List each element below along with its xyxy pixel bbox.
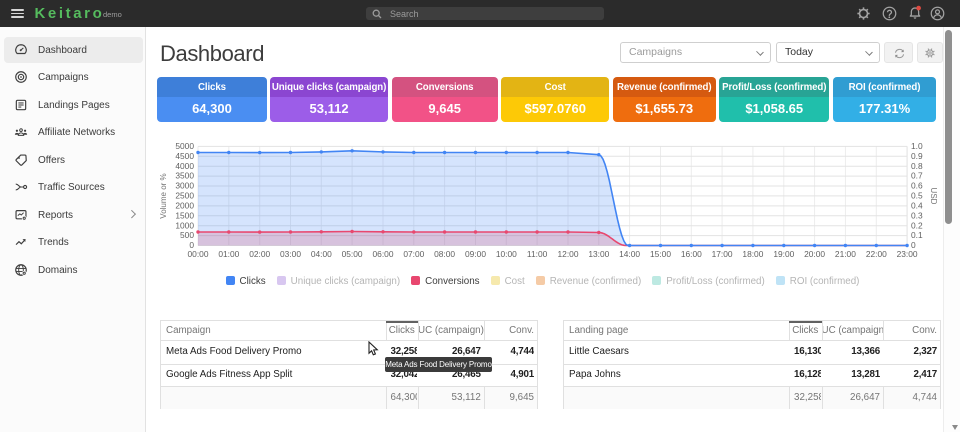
svg-text:2500: 2500 bbox=[175, 191, 194, 201]
svg-text:0.7: 0.7 bbox=[911, 171, 923, 181]
svg-text:0.6: 0.6 bbox=[911, 181, 923, 191]
svg-text:5000: 5000 bbox=[175, 141, 194, 151]
svg-text:4500: 4500 bbox=[175, 151, 194, 161]
svg-text:18:00: 18:00 bbox=[742, 249, 763, 259]
svg-text:0.3: 0.3 bbox=[911, 210, 923, 220]
svg-text:16:00: 16:00 bbox=[681, 249, 702, 259]
svg-text:03:00: 03:00 bbox=[280, 249, 301, 259]
svg-text:1500: 1500 bbox=[175, 210, 194, 220]
svg-text:0.1: 0.1 bbox=[911, 230, 923, 240]
svg-text:01:00: 01:00 bbox=[218, 249, 239, 259]
svg-text:11:00: 11:00 bbox=[527, 249, 548, 259]
svg-text:0.4: 0.4 bbox=[911, 201, 923, 211]
svg-text:3500: 3500 bbox=[175, 171, 194, 181]
svg-text:0.5: 0.5 bbox=[911, 191, 923, 201]
svg-text:05:00: 05:00 bbox=[342, 249, 363, 259]
svg-text:500: 500 bbox=[180, 230, 194, 240]
svg-text:06:00: 06:00 bbox=[373, 249, 394, 259]
svg-text:14:00: 14:00 bbox=[619, 249, 640, 259]
svg-text:1000: 1000 bbox=[175, 220, 194, 230]
svg-text:10:00: 10:00 bbox=[496, 249, 517, 259]
svg-text:0.2: 0.2 bbox=[911, 220, 923, 230]
svg-text:0.9: 0.9 bbox=[911, 151, 923, 161]
svg-text:4000: 4000 bbox=[175, 161, 194, 171]
svg-text:23:00: 23:00 bbox=[897, 249, 918, 259]
svg-text:07:00: 07:00 bbox=[403, 249, 424, 259]
svg-text:02:00: 02:00 bbox=[249, 249, 270, 259]
svg-text:Volume or %: Volume or % bbox=[159, 173, 168, 218]
svg-text:09:00: 09:00 bbox=[465, 249, 486, 259]
svg-text:17:00: 17:00 bbox=[712, 249, 733, 259]
svg-text:19:00: 19:00 bbox=[773, 249, 794, 259]
svg-text:2000: 2000 bbox=[175, 201, 194, 211]
svg-text:1.0: 1.0 bbox=[911, 141, 923, 151]
svg-text:00:00: 00:00 bbox=[188, 249, 209, 259]
svg-text:0: 0 bbox=[911, 240, 916, 250]
svg-text:15:00: 15:00 bbox=[650, 249, 671, 259]
svg-text:20:00: 20:00 bbox=[804, 249, 825, 259]
svg-text:12:00: 12:00 bbox=[558, 249, 579, 259]
svg-text:USD: USD bbox=[929, 188, 938, 205]
svg-text:0: 0 bbox=[189, 240, 194, 250]
svg-text:22:00: 22:00 bbox=[866, 249, 887, 259]
svg-text:13:00: 13:00 bbox=[588, 249, 609, 259]
svg-text:3000: 3000 bbox=[175, 181, 194, 191]
svg-text:21:00: 21:00 bbox=[835, 249, 856, 259]
svg-text:04:00: 04:00 bbox=[311, 249, 332, 259]
svg-text:0.8: 0.8 bbox=[911, 161, 923, 171]
svg-text:08:00: 08:00 bbox=[434, 249, 455, 259]
